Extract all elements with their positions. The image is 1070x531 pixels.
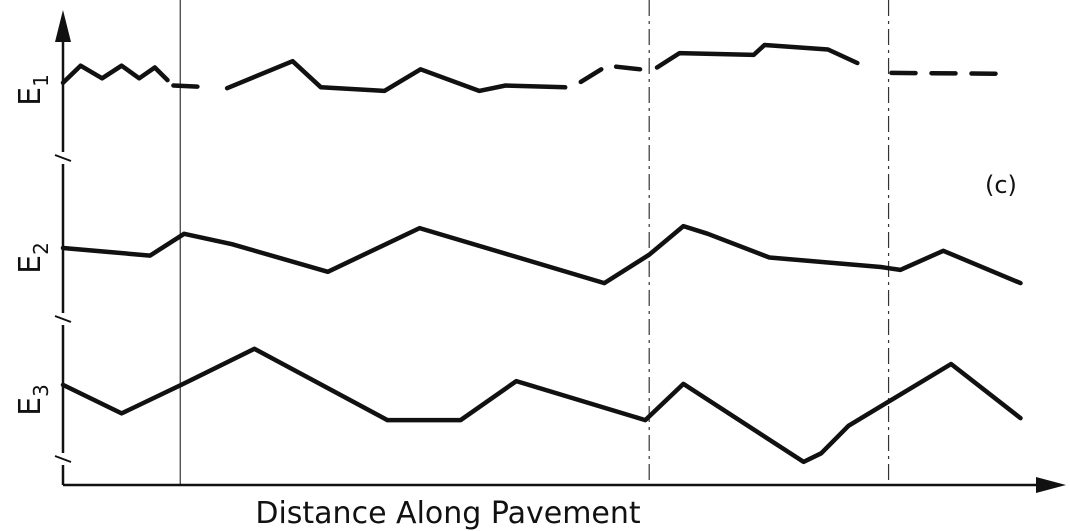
- series-e1-segment-4: [578, 63, 651, 85]
- series-layer: [60, 42, 1023, 465]
- series-labels: E1 E2 E3: [13, 74, 53, 416]
- y-axis-break-2: [54, 315, 72, 323]
- series-e1-segment-1: [60, 63, 170, 86]
- series-e1-segment-7: [889, 70, 1011, 77]
- y-axis-arrowhead: [55, 10, 71, 42]
- series-e2-segment-1: [60, 223, 1023, 286]
- axes: [54, 10, 1066, 493]
- y-axis-break-3: [54, 455, 72, 463]
- series-e1-segment-5: [654, 42, 860, 70]
- series-label-e2: E2: [13, 242, 53, 274]
- series-e1-segment-2: [171, 83, 215, 90]
- series-e3: [60, 346, 1023, 465]
- series-e3-segment-1: [60, 346, 1023, 465]
- series-label-e3: E3: [13, 384, 53, 416]
- series-e1-segment-3: [224, 58, 568, 94]
- series-e2: [60, 223, 1023, 286]
- x-axis-arrowhead: [1036, 477, 1066, 493]
- y-axis-break-1: [54, 154, 72, 162]
- series-label-e1: E1: [13, 74, 53, 106]
- vertical-markers: [179, 0, 890, 485]
- series-e1: [60, 42, 1011, 94]
- panel-label: (c): [985, 171, 1017, 199]
- x-axis-label: Distance Along Pavement: [255, 496, 641, 531]
